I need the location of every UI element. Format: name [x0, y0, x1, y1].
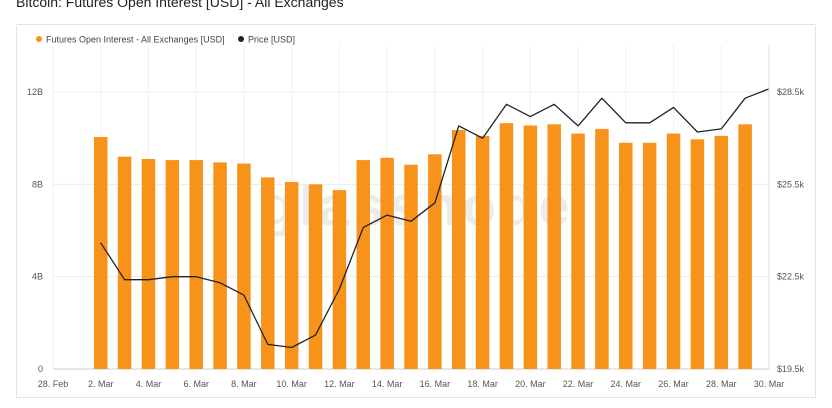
oi-bar-11	[356, 160, 371, 369]
oi-bar-13	[404, 164, 418, 369]
x-tick-15: 30. Mar	[754, 379, 785, 389]
oi-bar-24	[666, 133, 681, 369]
x-tick-2: 4. Mar	[136, 379, 162, 389]
oi-bar-18	[523, 125, 538, 370]
x-tick-0: 28. Feb	[38, 379, 69, 389]
chart-svg: glassnode Futures Open Interest - All Ex…	[27, 35, 805, 390]
page-title: Bitcoin: Futures Open Interest [USD] - A…	[16, 0, 344, 10]
oi-bar-4	[189, 160, 203, 369]
oi-bar-6	[237, 163, 251, 369]
x-tick-9: 18. Mar	[467, 379, 498, 389]
y-axis-right: $19.5k $22.5k $25.5k $28.5k	[768, 45, 805, 374]
y-left-tick-2: 8B	[32, 179, 43, 189]
x-tick-13: 26. Mar	[658, 379, 689, 389]
x-tick-5: 10. Mar	[276, 379, 307, 389]
y-left-tick-3: 12B	[27, 87, 43, 97]
oi-bar-21	[595, 128, 609, 369]
legend-label-1: Price [USD]	[248, 35, 295, 45]
oi-bar-17	[499, 123, 514, 369]
chart-panel: glassnode Futures Open Interest - All Ex…	[16, 24, 816, 398]
x-tick-10: 20. Mar	[515, 379, 546, 389]
y-right-tick-0: $19.5k	[777, 364, 805, 374]
oi-bar-10	[332, 190, 347, 369]
bar-series	[93, 123, 752, 370]
legend-label-0: Futures Open Interest - All Exchanges [U…	[46, 35, 225, 45]
x-tick-7: 14. Mar	[372, 379, 403, 389]
oi-bar-1	[117, 156, 132, 369]
y-right-tick-3: $28.5k	[777, 87, 805, 97]
oi-bar-15	[451, 130, 466, 369]
oi-bar-22	[619, 142, 633, 369]
y-right-tick-2: $25.5k	[777, 179, 805, 189]
x-axis: 28. Feb 2. Mar 4. Mar 6. Mar 8. Mar 10. Mar 12…	[38, 379, 785, 389]
legend: Futures Open Interest - All Exchanges [U…	[36, 35, 295, 45]
oi-bar-2	[141, 158, 156, 369]
oi-bar-27	[738, 124, 752, 369]
oi-bar-19	[547, 124, 561, 369]
x-tick-4: 8. Mar	[231, 379, 257, 389]
y-left-tick-1: 4B	[32, 272, 43, 282]
x-tick-8: 16. Mar	[420, 379, 451, 389]
y-axis-left: 0 4B 8B 12B	[27, 87, 43, 374]
x-tick-11: 22. Mar	[563, 379, 594, 389]
x-tick-14: 28. Mar	[706, 379, 737, 389]
legend-marker-1	[238, 36, 244, 42]
oi-bar-14	[428, 154, 442, 369]
oi-bar-20	[571, 133, 585, 369]
x-tick-3: 6. Mar	[183, 379, 209, 389]
oi-bar-12	[380, 157, 394, 369]
oi-bar-7	[261, 177, 275, 369]
oi-bar-0	[93, 137, 108, 369]
x-tick-12: 24. Mar	[611, 379, 642, 389]
x-tick-1: 2. Mar	[88, 379, 114, 389]
oi-bar-23	[642, 142, 657, 369]
oi-bar-5	[213, 162, 227, 369]
price-line	[100, 88, 770, 349]
oi-bar-3	[165, 160, 180, 369]
legend-marker-0	[36, 36, 42, 42]
oi-bar-26	[714, 135, 729, 369]
oi-bar-25	[690, 139, 705, 369]
x-tick-6: 12. Mar	[324, 379, 355, 389]
y-left-tick-0: 0	[38, 364, 43, 374]
oi-bar-9	[308, 184, 323, 369]
y-right-tick-1: $22.5k	[777, 272, 805, 282]
oi-bar-8	[284, 182, 299, 369]
oi-bar-16	[475, 135, 490, 369]
